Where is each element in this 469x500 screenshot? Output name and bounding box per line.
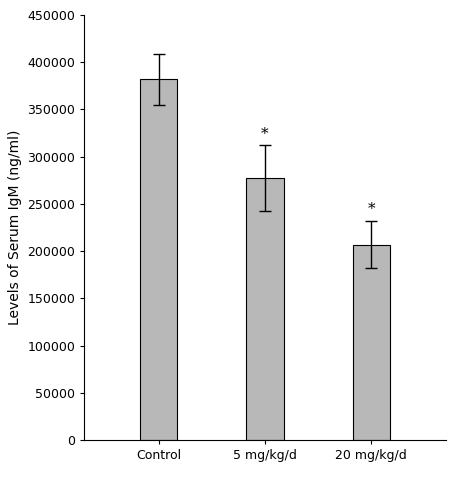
Y-axis label: Levels of Serum IgM (ng/ml): Levels of Serum IgM (ng/ml) [8,130,22,325]
Text: *: * [367,202,375,216]
Bar [246,178,284,440]
Bar [140,79,177,440]
Text: *: * [261,126,269,140]
Bar [353,244,390,440]
